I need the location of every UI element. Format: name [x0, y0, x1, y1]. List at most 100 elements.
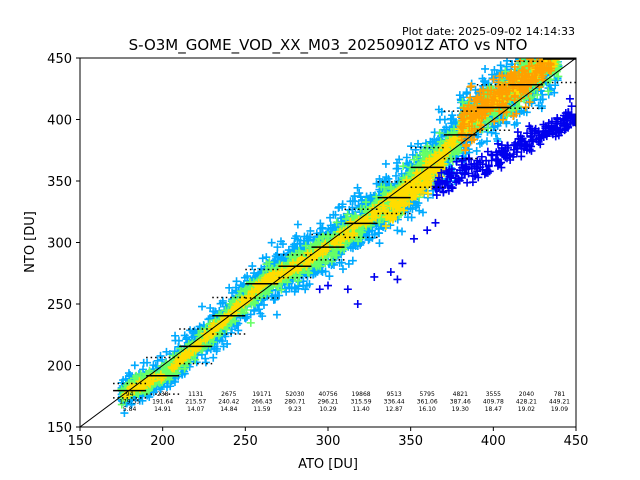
scatter-point [382, 173, 391, 182]
scatter-point [517, 106, 526, 115]
scatter-point [539, 48, 547, 56]
scatter-point [531, 38, 539, 46]
scatter-point [541, 48, 549, 56]
scatter-point [471, 85, 480, 94]
scatter-point [398, 227, 407, 236]
scatter-point [241, 314, 250, 323]
scatter-point [543, 42, 551, 50]
scatter-point [305, 280, 314, 289]
scatter-point [218, 296, 227, 305]
scatter-point [295, 271, 304, 280]
scatter-point [477, 138, 486, 147]
scatter-point [490, 65, 499, 74]
scatter-point [527, 46, 535, 54]
scatter-point [548, 42, 556, 50]
scatter-point [550, 40, 558, 48]
scatter-point [551, 40, 559, 48]
scatter-point [545, 44, 553, 52]
scatter-point [325, 272, 334, 281]
scatter-point [350, 229, 359, 238]
scatter-point [156, 351, 165, 360]
scatter-point [135, 396, 144, 405]
scatter-point [250, 306, 259, 315]
scatter-point [541, 14, 549, 22]
scatter-point [375, 174, 384, 183]
scatter-point [317, 224, 326, 233]
scatter-point [261, 290, 270, 299]
scatter-point [493, 134, 502, 143]
scatter-point [287, 251, 296, 260]
scatter-point [139, 365, 148, 374]
scatter-point [512, 119, 521, 128]
scatter-point [430, 135, 439, 144]
scatter-point [552, 45, 560, 53]
scatter-point [198, 302, 207, 311]
scatter-point [281, 253, 290, 262]
scatter-point [418, 148, 427, 157]
scatter-point [541, 50, 549, 58]
scatter-point [544, 87, 553, 96]
scatter-point [227, 328, 236, 337]
scatter-point [117, 400, 126, 409]
scatter-point [412, 201, 421, 210]
scatter-point [374, 228, 383, 237]
scatter-point [415, 206, 424, 215]
scatter-point [407, 213, 416, 222]
scatter-point [186, 326, 195, 335]
scatter-point [323, 231, 332, 240]
scatter-point [375, 239, 384, 248]
scatter-point [533, 90, 542, 99]
scatter-point [408, 205, 417, 214]
scatter-point [546, 37, 554, 45]
scatter-point [314, 261, 323, 270]
scatter-point [262, 253, 271, 262]
scatter-point [551, 41, 559, 49]
scatter-point [269, 295, 278, 304]
scatter-point [273, 250, 282, 259]
scatter-point [393, 226, 402, 235]
scatter-point [555, 50, 563, 58]
scatter-point [549, 40, 557, 48]
scatter-point [554, 45, 562, 53]
scatter-point [555, 49, 563, 57]
scatter-point [258, 254, 267, 263]
scatter-point [534, 58, 536, 59]
scatter-point [274, 269, 283, 278]
scatter-point [394, 164, 403, 173]
scatter-point [550, 47, 558, 55]
scatter-point [243, 312, 252, 321]
scatter-point [276, 255, 285, 264]
scatter-point [265, 258, 274, 267]
scatter-point [553, 39, 561, 47]
scatter-point [539, 43, 547, 51]
scatter-point [171, 361, 180, 370]
scatter-point [530, 50, 538, 58]
scatter-point [267, 238, 276, 247]
scatter-point [549, 49, 557, 57]
scatter-point [348, 196, 357, 205]
scatter-point [120, 409, 129, 418]
scatter-point [538, 45, 546, 53]
scatter-point [225, 283, 234, 292]
scatter-point [555, 44, 563, 52]
scatter-point [435, 129, 444, 138]
scatter-point [302, 260, 311, 269]
scatter-point [440, 115, 449, 124]
scatter-point [549, 38, 557, 46]
scatter-point [283, 278, 292, 287]
scatter-point [292, 232, 301, 241]
scatter-point [367, 215, 376, 224]
scatter-point [181, 362, 190, 371]
scatter-point [545, 47, 553, 55]
scatter-point [514, 102, 523, 111]
scatter-point [551, 42, 559, 50]
scatter-point [553, 41, 561, 49]
scatter-point [546, 37, 554, 45]
scatter-point [482, 137, 491, 146]
scatter-point [462, 88, 471, 97]
scatter-point [546, 44, 554, 52]
scatter-point [548, 39, 556, 47]
scatter-point [329, 210, 338, 219]
scatter-point [354, 237, 363, 246]
scatter-point [332, 218, 341, 227]
